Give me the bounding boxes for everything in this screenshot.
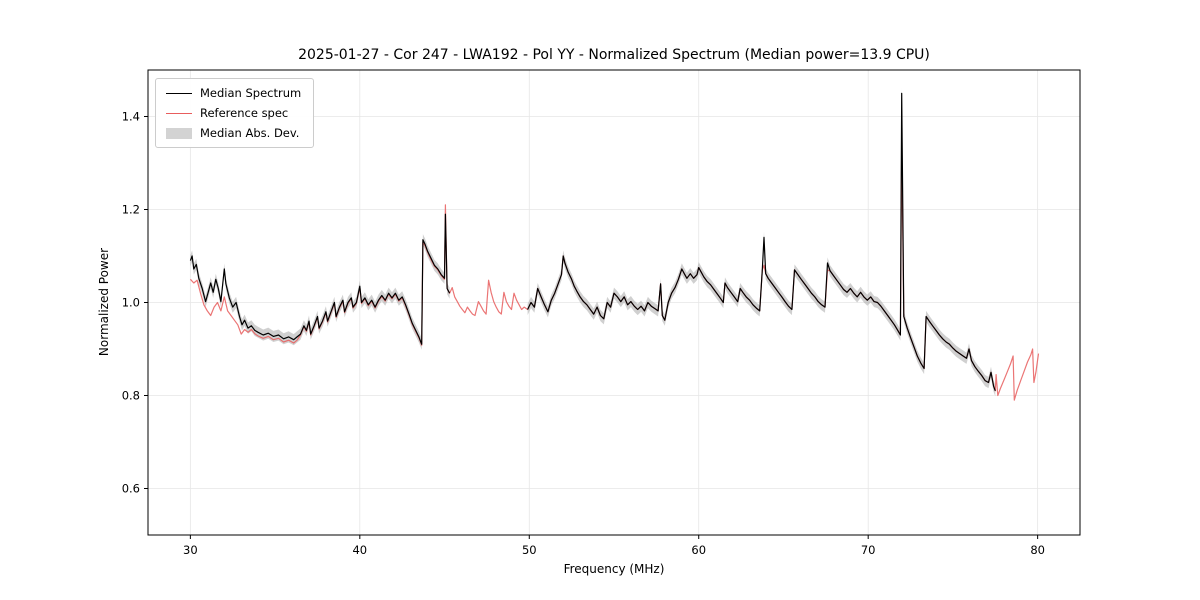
legend-label-reference: Reference spec: [200, 106, 289, 120]
legend-entry-mad: Median Abs. Dev.: [166, 126, 301, 140]
legend-entry-median: Median Spectrum: [166, 86, 301, 100]
y-axis-label: Normalized Power: [97, 247, 111, 357]
x-tick-label: 40: [352, 543, 367, 557]
x-tick-label: 30: [183, 543, 198, 557]
x-axis-label: Frequency (MHz): [563, 562, 665, 576]
median-abs-dev-patch-swatch: [166, 127, 192, 139]
chart-title: 2025-01-27 - Cor 247 - LWA192 - Pol YY -…: [298, 47, 930, 63]
x-tick-label: 80: [1030, 543, 1045, 557]
y-tick-label: 1.4: [122, 110, 140, 124]
x-tick-label: 60: [691, 543, 706, 557]
x-tick-label: 70: [861, 543, 876, 557]
y-tick-label: 1.0: [122, 296, 140, 310]
y-tick-label: 1.2: [122, 203, 140, 217]
x-tick-label: 50: [522, 543, 537, 557]
legend-entry-reference: Reference spec: [166, 106, 301, 120]
reference-spec-line-swatch: [166, 112, 192, 114]
chart-legend: Median Spectrum Reference spec Median Ab…: [155, 78, 315, 148]
legend-label-median: Median Spectrum: [200, 86, 302, 100]
median-spectrum-line-swatch: [166, 92, 192, 94]
legend-label-mad: Median Abs. Dev.: [200, 126, 300, 140]
y-tick-label: 0.8: [122, 389, 140, 403]
y-tick-label: 0.6: [122, 482, 140, 496]
